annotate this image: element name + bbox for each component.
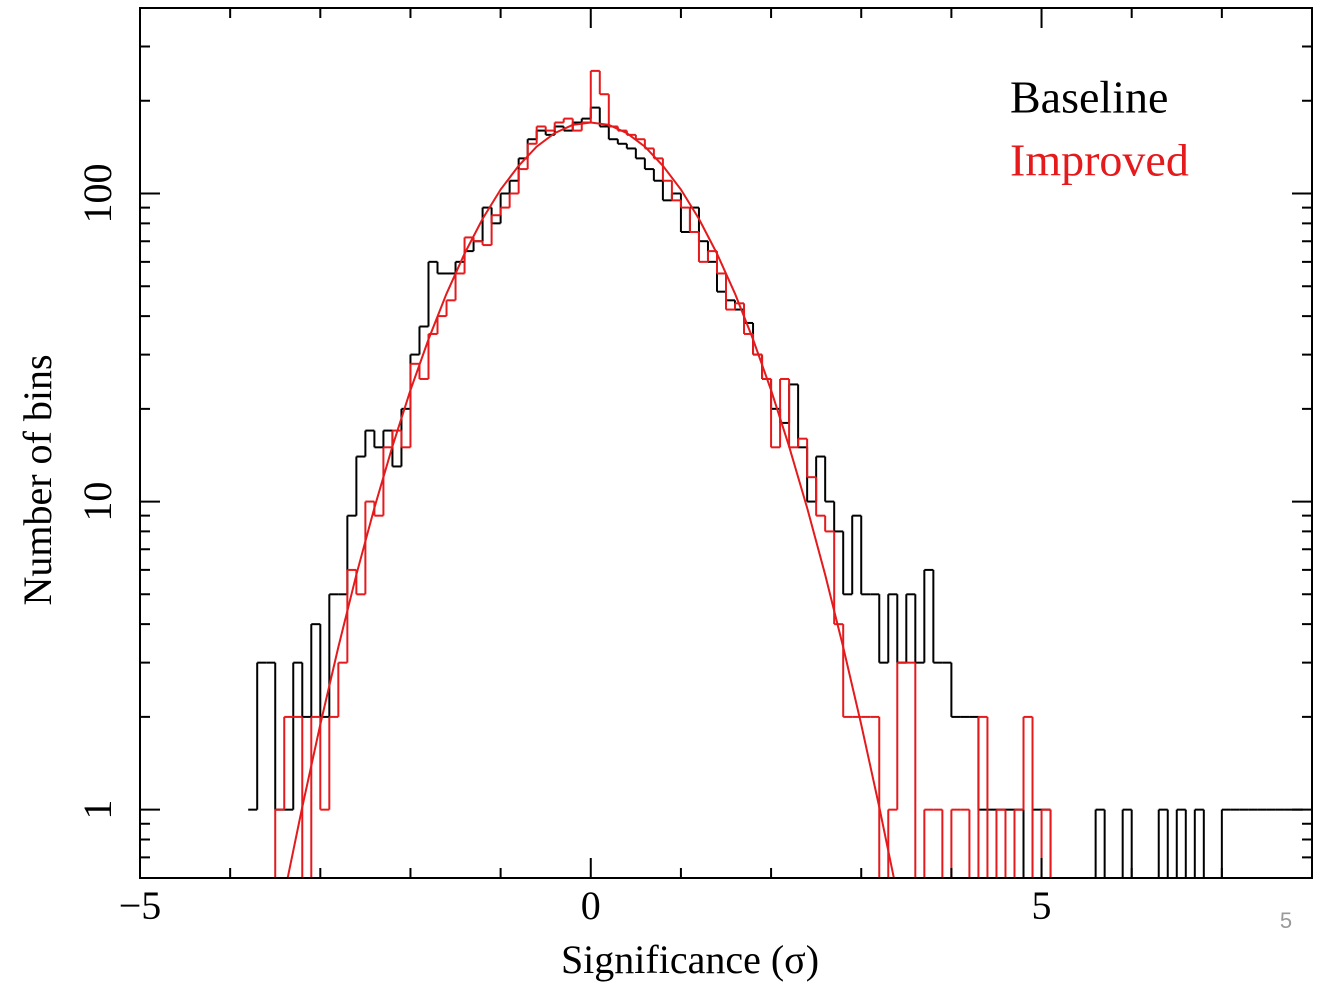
- page-number: 5: [1280, 908, 1292, 933]
- plot-area: [248, 69, 1303, 878]
- legend-label: Baseline: [1010, 72, 1168, 123]
- y-tick-label: 100: [75, 163, 120, 223]
- x-axis-label: Significance (σ): [561, 937, 819, 982]
- y-tick-label: 10: [75, 482, 120, 522]
- x-tick-label: 0: [581, 883, 601, 928]
- histogram-series: [274, 69, 1052, 878]
- y-tick-label: 1: [75, 800, 120, 820]
- x-tick-label: −5: [119, 883, 162, 928]
- plot-frame: [139, 7, 1313, 879]
- x-tick-label: 5: [1032, 883, 1052, 928]
- histogram-series: [248, 106, 1303, 878]
- legend-label: Improved: [1010, 135, 1189, 186]
- fit-curve: [286, 121, 895, 878]
- y-axis-label: Number of bins: [15, 354, 60, 605]
